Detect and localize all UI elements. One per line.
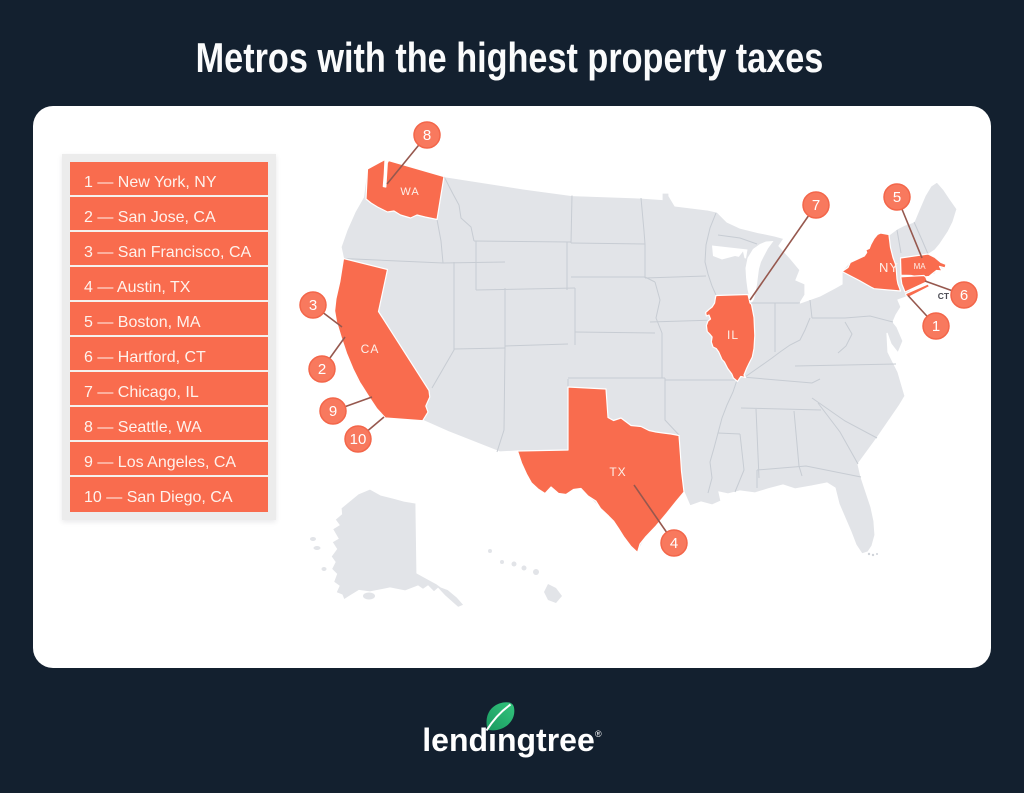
svg-text:5: 5 — [893, 189, 901, 206]
svg-text:7: 7 — [812, 197, 820, 214]
svg-text:10: 10 — [350, 431, 367, 448]
svg-text:4: 4 — [670, 535, 678, 552]
svg-text:9: 9 — [329, 403, 337, 420]
svg-text:CT: CT — [938, 291, 950, 301]
svg-text:WA: WA — [400, 186, 419, 198]
svg-text:lendıngtree: lendıngtree — [422, 722, 594, 758]
svg-text:NY: NY — [879, 260, 899, 275]
svg-text:8: 8 — [423, 127, 431, 144]
svg-text:®: ® — [595, 729, 602, 739]
svg-text:TX: TX — [609, 465, 626, 479]
svg-text:1: 1 — [932, 318, 940, 335]
svg-text:MA: MA — [914, 262, 927, 271]
svg-text:2: 2 — [318, 361, 326, 378]
svg-text:CA: CA — [361, 342, 380, 356]
svg-text:IL: IL — [727, 328, 739, 342]
svg-text:3: 3 — [309, 297, 317, 314]
svg-text:6: 6 — [960, 287, 968, 304]
